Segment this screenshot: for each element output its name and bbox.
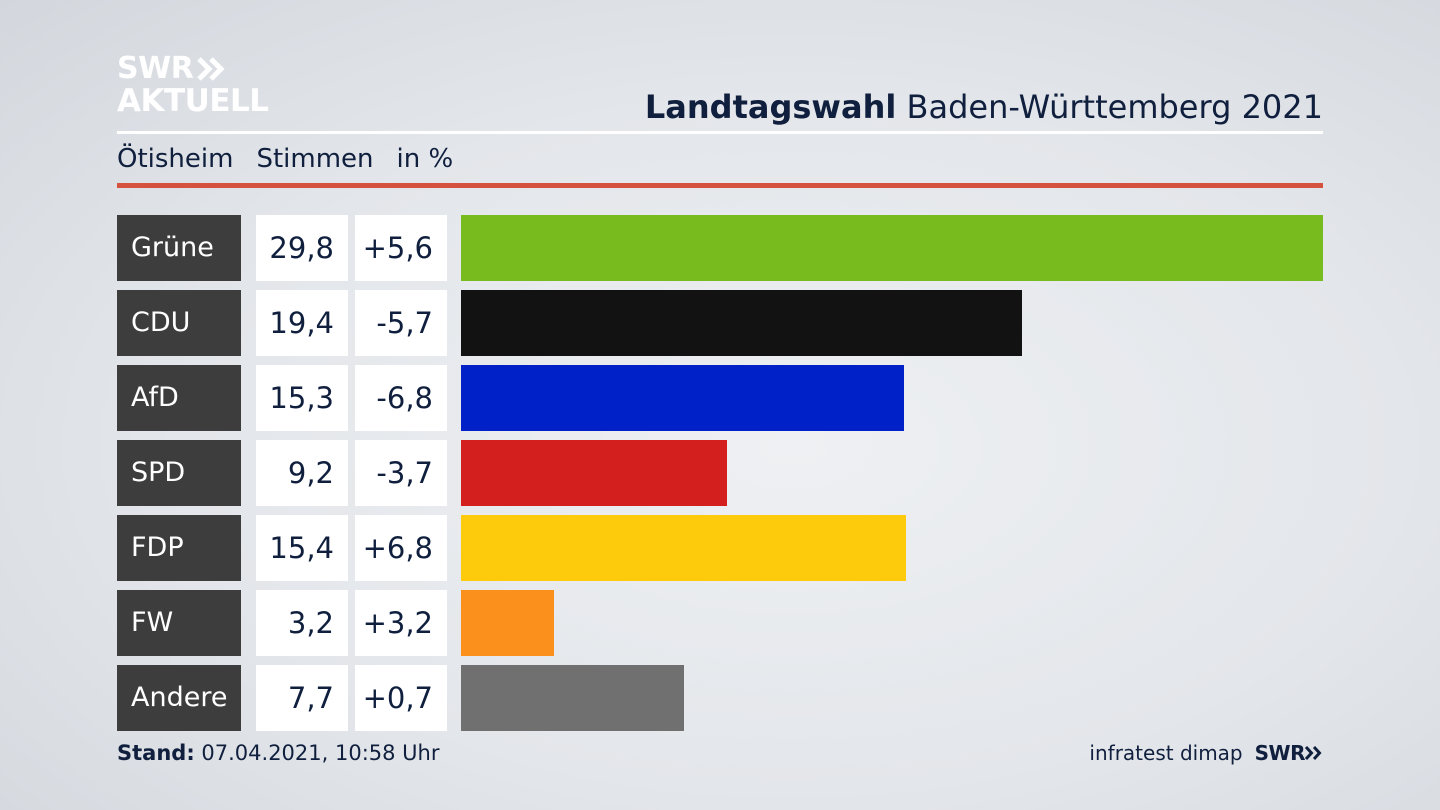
header-divider — [117, 131, 1323, 134]
vote-share-value: 15,3 — [256, 365, 348, 431]
vote-share-value: 9,2 — [256, 440, 348, 506]
party-row: AfD 15,3 -6,8 — [117, 365, 1323, 431]
bar-spd — [461, 440, 728, 506]
party-label: SPD — [117, 440, 241, 506]
change-value: -5,7 — [355, 290, 447, 356]
bar-fdp — [461, 515, 907, 581]
swr-footer-text: SWR — [1254, 741, 1306, 765]
party-label: FDP — [117, 515, 241, 581]
swr-footer-logo: SWR — [1255, 741, 1323, 765]
change-value: -6,8 — [355, 365, 447, 431]
subheader: Ötisheim Stimmen in % — [117, 144, 476, 174]
unit-label: in % — [396, 144, 454, 174]
vote-share-value: 15,4 — [256, 515, 348, 581]
double-chevron-small-icon — [1305, 746, 1322, 760]
logo-line1: SWR — [117, 51, 194, 86]
party-label: Andere — [117, 665, 241, 731]
change-value: +0,7 — [355, 665, 447, 731]
swr-aktuell-logo: SWR AKTUELL — [117, 54, 269, 117]
change-value: +6,8 — [355, 515, 447, 581]
party-row: SPD 9,2 -3,7 — [117, 440, 1323, 506]
source-label: infratest dimap — [1089, 741, 1243, 765]
party-label: FW — [117, 590, 241, 656]
place-label: Ötisheim — [117, 144, 234, 174]
change-value: +3,2 — [355, 590, 447, 656]
party-row: Andere 7,7 +0,7 — [117, 665, 1323, 731]
bar-afd — [461, 365, 904, 431]
stand-label: Stand: — [117, 741, 195, 765]
metric-label: Stimmen — [256, 144, 374, 174]
vote-share-value: 3,2 — [256, 590, 348, 656]
timestamp: Stand: 07.04.2021, 10:58 Uhr — [117, 741, 440, 765]
double-chevron-icon — [197, 57, 225, 81]
party-row: Grüne 29,8 +5,6 — [117, 215, 1323, 281]
bar-andere — [461, 665, 684, 731]
bar-cdu — [461, 290, 1023, 356]
vote-share-value: 7,7 — [256, 665, 348, 731]
vote-share-value: 19,4 — [256, 290, 348, 356]
title-rest: Baden-Württemberg 2021 — [896, 88, 1324, 126]
chart-title: Landtagswahl Baden-Württemberg 2021 — [645, 88, 1323, 126]
change-value: -3,7 — [355, 440, 447, 506]
party-label: CDU — [117, 290, 241, 356]
party-label: AfD — [117, 365, 241, 431]
party-row: FDP 15,4 +6,8 — [117, 515, 1323, 581]
source-credit: infratest dimap SWR — [1089, 741, 1323, 765]
party-row: FW 3,2 +3,2 — [117, 590, 1323, 656]
bar-grüne — [461, 215, 1323, 281]
stand-value: 07.04.2021, 10:58 Uhr — [194, 741, 440, 765]
party-row: CDU 19,4 -5,7 — [117, 290, 1323, 356]
bar-fw — [461, 590, 554, 656]
party-label: Grüne — [117, 215, 241, 281]
accent-divider — [117, 183, 1323, 188]
change-value: +5,6 — [355, 215, 447, 281]
title-bold: Landtagswahl — [644, 88, 897, 126]
vote-share-value: 29,8 — [256, 215, 348, 281]
logo-line2: AKTUELL — [117, 83, 269, 119]
